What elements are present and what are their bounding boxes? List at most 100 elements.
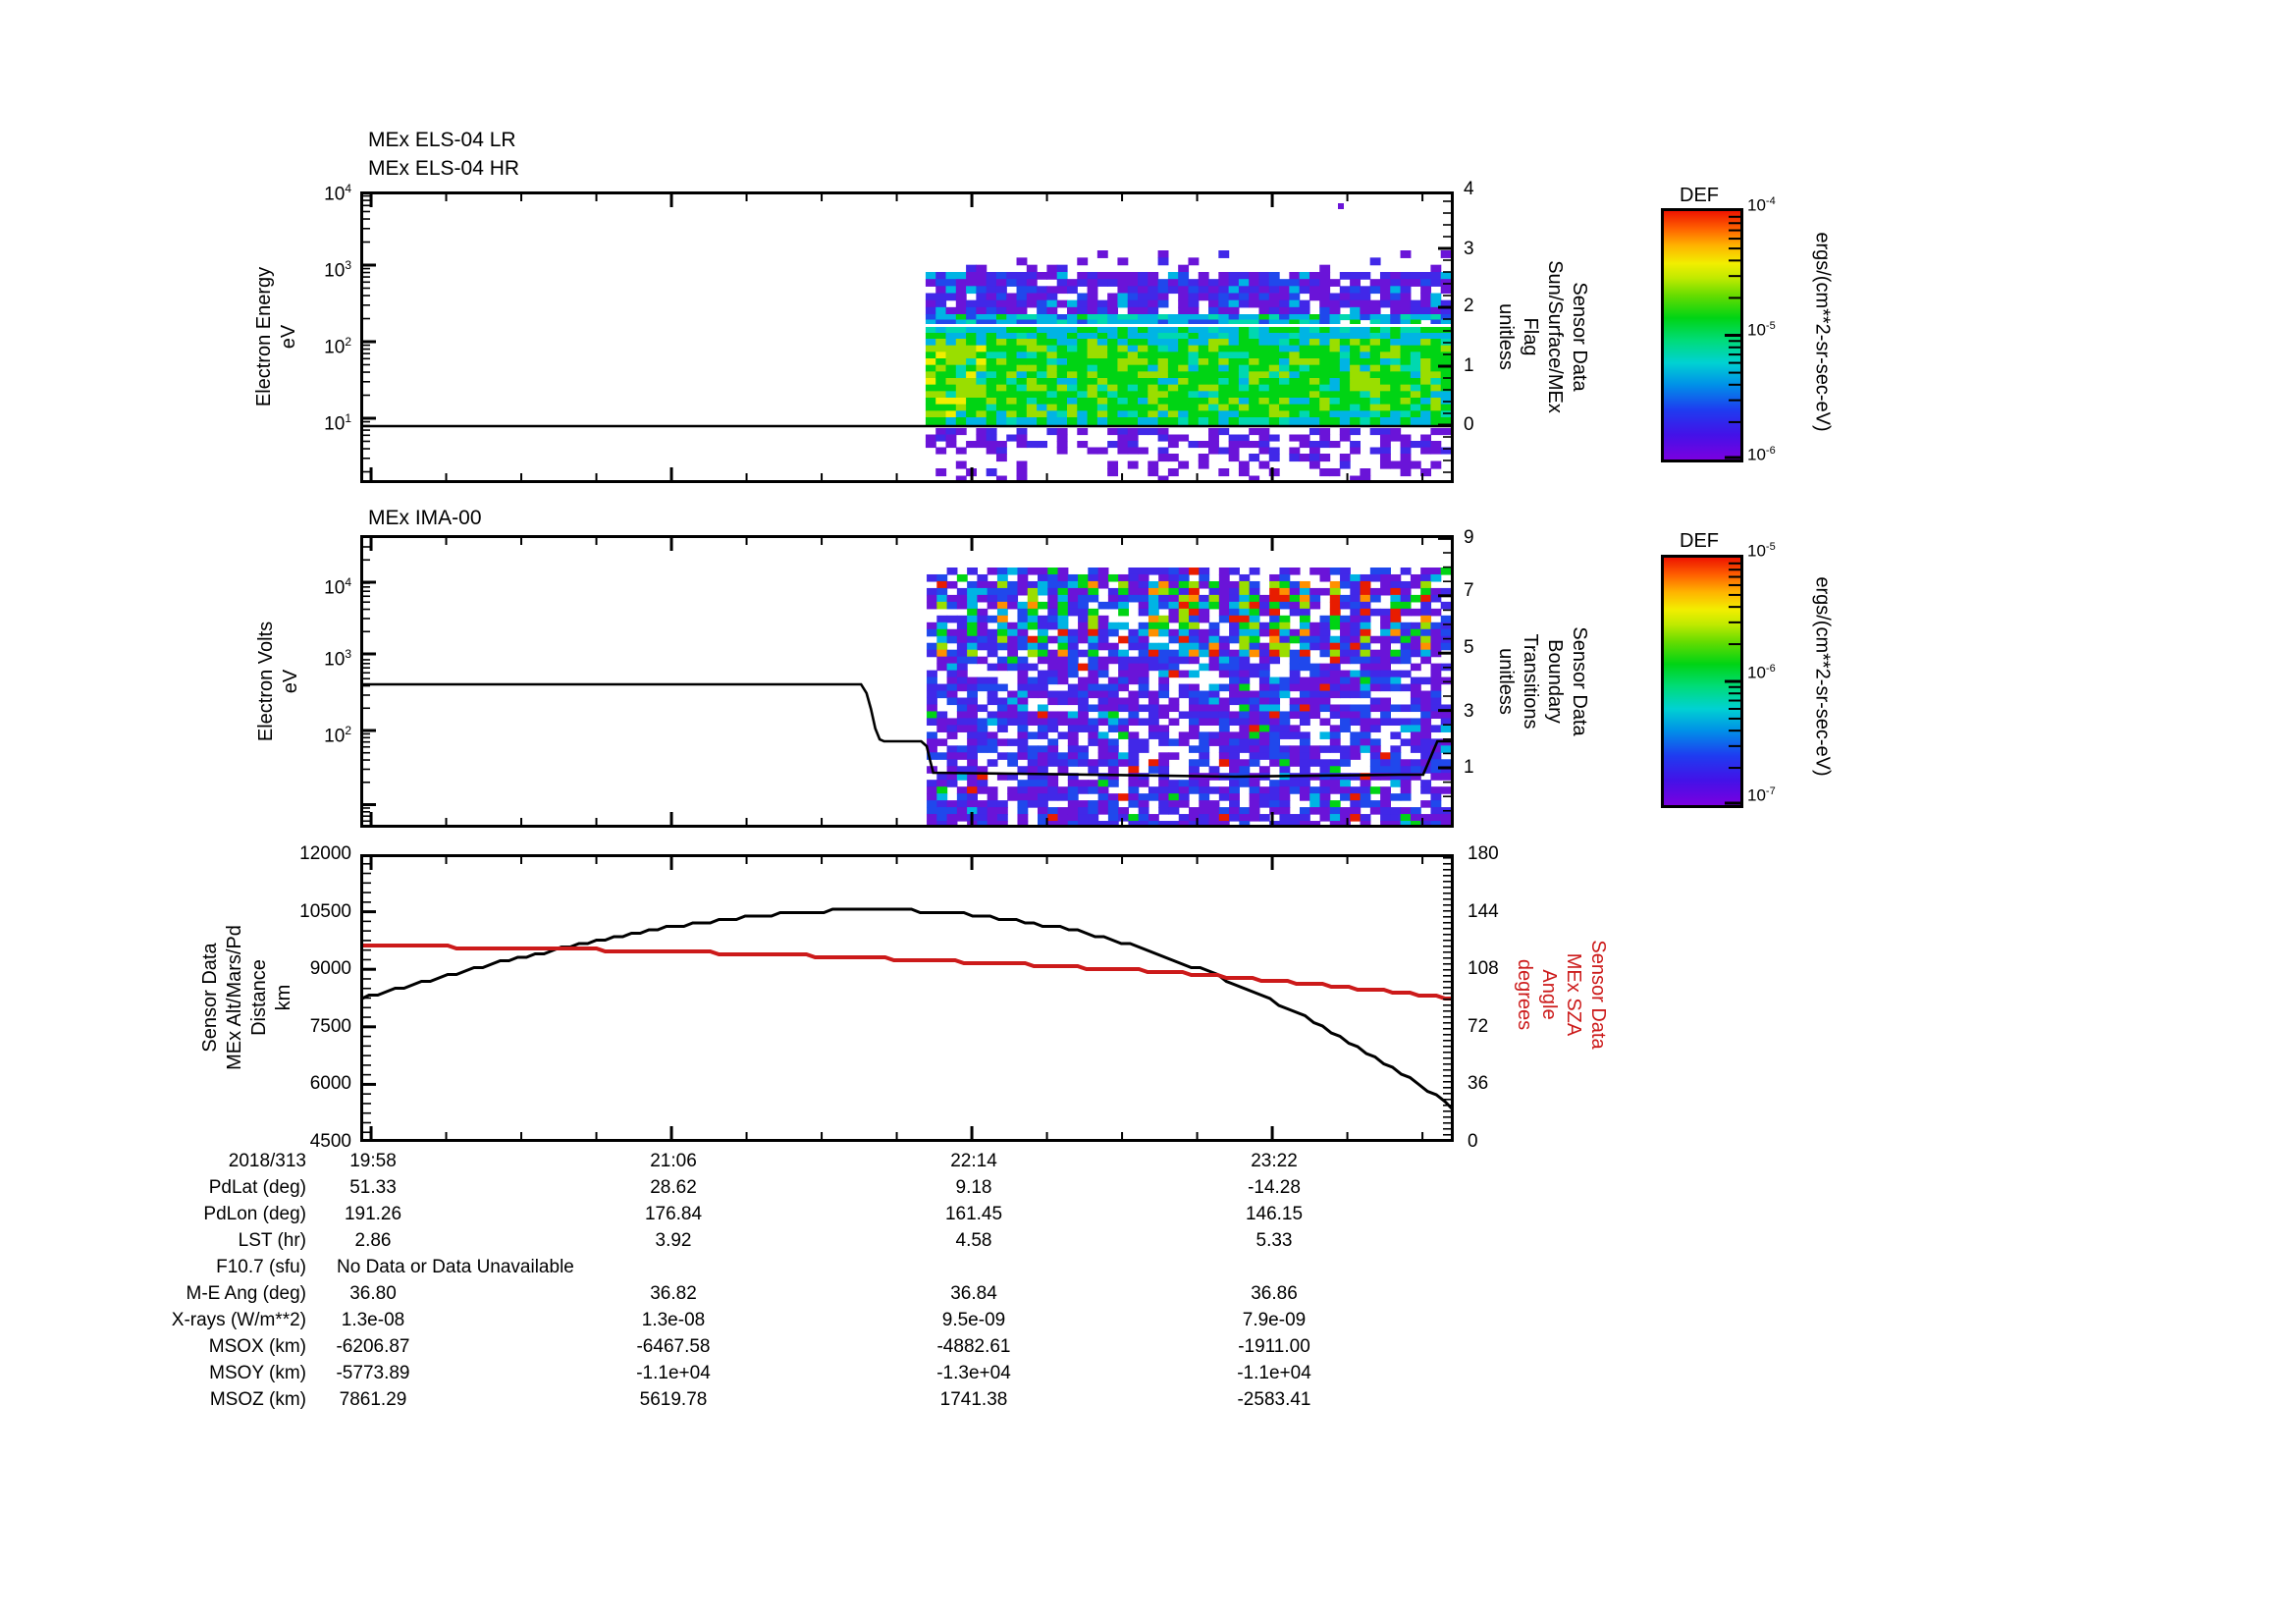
els-ytick-10e2: 102 bbox=[324, 335, 351, 358]
traj-right-label-line2: MEx SZA bbox=[1563, 952, 1584, 1037]
table-cell-r6c2: 9.5e-09 bbox=[941, 1310, 1006, 1330]
ima-right-tick-5: 5 bbox=[1464, 637, 1474, 658]
traj-right-label-line4: degrees bbox=[1514, 958, 1535, 1031]
els-right-tick-4: 4 bbox=[1464, 179, 1474, 199]
table-row-label-msox: MSOX (km) bbox=[208, 1336, 306, 1357]
table-cell-r2c0: 191.26 bbox=[344, 1204, 402, 1224]
els-right-label-line3: Flag bbox=[1520, 317, 1541, 356]
traj-ytick-10500: 10500 bbox=[299, 900, 351, 922]
traj-y-axis-label-line2: MEx Alt/Mars/Pd bbox=[224, 925, 245, 1070]
table-cell-r1c1: 28.62 bbox=[650, 1177, 697, 1198]
colorbar2-unit-label: ergs/(cm**2-sr-sec-eV) bbox=[1811, 576, 1834, 777]
table-cell-r7c3: -1911.00 bbox=[1238, 1336, 1310, 1357]
ima-right-label-line2: Boundary bbox=[1544, 639, 1566, 724]
table-cell-r2c2: 161.45 bbox=[944, 1204, 1003, 1224]
table-cell-r5c2: 36.84 bbox=[950, 1283, 997, 1304]
els-ytick-10e3: 103 bbox=[324, 258, 351, 282]
colorbar1-tick-10e-6: 10-6 bbox=[1747, 445, 1776, 464]
table-cell-r0c3: 23:22 bbox=[1251, 1151, 1298, 1171]
table-row-label-f10.7: F10.7 (sfu) bbox=[216, 1257, 306, 1277]
ima-right-label-line4: unitless bbox=[1495, 648, 1517, 715]
table-cell-r8c3: -1.1e+04 bbox=[1237, 1363, 1311, 1383]
colorbar1-unit-label: ergs/(cm**2-sr-sec-eV) bbox=[1811, 232, 1834, 432]
colorbar1-ticks bbox=[1725, 215, 1740, 460]
traj-y-axis-label-line1: Sensor Data bbox=[199, 943, 221, 1053]
table-cell-r7c0: -6206.87 bbox=[336, 1336, 410, 1357]
traj-right-axis-label: Sensor Data MEx SZA Angle degrees bbox=[1512, 940, 1610, 1049]
traj-right-tick-72: 72 bbox=[1468, 1015, 1489, 1037]
ima-ytick-10e2: 102 bbox=[324, 724, 351, 747]
ima-spectrogram-panel bbox=[360, 535, 1454, 828]
table-row-label-m-e: M-E Ang (deg) bbox=[186, 1283, 307, 1304]
table-no-data-message: No Data or Data Unavailable bbox=[337, 1257, 574, 1277]
table-cell-r5c1: 36.82 bbox=[650, 1283, 697, 1304]
traj-right-label-line1: Sensor Data bbox=[1587, 940, 1609, 1050]
table-cell-r9c0: 7861.29 bbox=[339, 1389, 407, 1410]
els-right-tick-0: 0 bbox=[1464, 414, 1474, 435]
els-y-axis-label-line1: Electron Energy bbox=[253, 266, 275, 407]
table-cell-r1c0: 51.33 bbox=[349, 1177, 397, 1198]
traj-ytick-6000: 6000 bbox=[309, 1073, 351, 1095]
table-cell-r3c2: 4.58 bbox=[955, 1230, 992, 1251]
table-cell-r6c3: 7.9e-09 bbox=[1242, 1310, 1307, 1330]
table-row-label-msoy: MSOY (km) bbox=[209, 1363, 306, 1383]
traj-y-axis-label-line3: Distance bbox=[248, 959, 270, 1036]
colorbar2-tick-10e-5: 10-5 bbox=[1747, 541, 1776, 561]
traj-y-axis-label-line4: km bbox=[273, 984, 294, 1011]
traj-right-tick-0: 0 bbox=[1468, 1131, 1478, 1152]
table-cell-r7c1: -6467.58 bbox=[636, 1336, 711, 1357]
els-ytick-10e1: 101 bbox=[324, 411, 351, 435]
els-title-hr: MEx ELS-04 HR bbox=[368, 157, 520, 180]
traj-ytick-7500: 7500 bbox=[309, 1015, 351, 1037]
table-cell-r5c0: 36.80 bbox=[349, 1283, 397, 1304]
table-cell-r6c0: 1.3e-08 bbox=[341, 1310, 405, 1330]
table-cell-r2c3: 146.15 bbox=[1245, 1204, 1304, 1224]
table-row-label-pdlon: PdLon (deg) bbox=[203, 1204, 306, 1224]
table-cell-r3c3: 5.33 bbox=[1255, 1230, 1293, 1251]
table-cell-r9c3: -2583.41 bbox=[1237, 1389, 1311, 1410]
table-cell-r0c2: 22:14 bbox=[950, 1151, 997, 1171]
ima-ytick-10e4: 104 bbox=[324, 575, 351, 599]
colorbar2-tick-10e-7: 10-7 bbox=[1747, 785, 1776, 805]
els-right-label-line1: Sensor Data bbox=[1569, 282, 1590, 392]
ima-title: MEx IMA-00 bbox=[368, 507, 482, 529]
traj-y-axis-label: Sensor Data MEx Alt/Mars/Pd Distance km bbox=[198, 925, 296, 1070]
table-cell-r9c1: 5619.78 bbox=[639, 1389, 708, 1410]
table-cell-r6c1: 1.3e-08 bbox=[641, 1310, 706, 1330]
table-row-label-x-rays: X-rays (W/m**2) bbox=[171, 1310, 306, 1330]
els-right-label-line2: Sun/Surface/MEx bbox=[1544, 260, 1566, 413]
els-ytick-10e4: 104 bbox=[324, 182, 351, 205]
traj-right-tick-36: 36 bbox=[1468, 1073, 1489, 1095]
table-row-label-pdlat: PdLat (deg) bbox=[208, 1177, 306, 1198]
table-cell-r0c1: 21:06 bbox=[650, 1151, 697, 1171]
colorbar1-tick-10e-4: 10-4 bbox=[1747, 195, 1776, 215]
colorbar1-title: DEF bbox=[1680, 185, 1719, 206]
traj-ytick-9000: 9000 bbox=[309, 958, 351, 980]
table-cell-r1c3: -14.28 bbox=[1248, 1177, 1301, 1198]
table-cell-r3c1: 3.92 bbox=[655, 1230, 692, 1251]
els-spectrogram-panel bbox=[360, 191, 1454, 483]
colorbar2-tick-10e-6: 10-6 bbox=[1747, 663, 1776, 682]
table-row-label-msoz: MSOZ (km) bbox=[209, 1389, 306, 1410]
table-cell-r8c1: -1.1e+04 bbox=[636, 1363, 711, 1383]
ima-right-tick-3: 3 bbox=[1464, 701, 1474, 722]
ima-right-label-line1: Sensor Data bbox=[1569, 626, 1590, 736]
ima-ytick-10e3: 103 bbox=[324, 647, 351, 671]
table-cell-r0c0: 19:58 bbox=[349, 1151, 397, 1171]
colorbar1 bbox=[1661, 208, 1743, 462]
table-cell-r1c2: 9.18 bbox=[955, 1177, 992, 1198]
table-cell-r5c3: 36.86 bbox=[1251, 1283, 1298, 1304]
table-cell-r8c0: -5773.89 bbox=[336, 1363, 410, 1383]
ima-right-tick-1: 1 bbox=[1464, 757, 1474, 778]
table-cell-r3c0: 2.86 bbox=[354, 1230, 392, 1251]
table-cell-r7c2: -4882.61 bbox=[936, 1336, 1011, 1357]
colorbar2-title: DEF bbox=[1680, 530, 1719, 552]
table-cell-r8c2: -1.3e+04 bbox=[936, 1363, 1011, 1383]
table-cell-r9c2: 1741.38 bbox=[939, 1389, 1008, 1410]
ima-right-label-line3: Transitions bbox=[1520, 633, 1541, 730]
traj-ytick-12000: 12000 bbox=[299, 843, 351, 864]
colorbar2 bbox=[1661, 555, 1743, 808]
els-right-tick-2: 2 bbox=[1464, 296, 1474, 316]
traj-ytick-4500: 4500 bbox=[309, 1131, 351, 1152]
ima-right-axis-label: Sensor Data Boundary Transitions unitles… bbox=[1493, 626, 1591, 735]
